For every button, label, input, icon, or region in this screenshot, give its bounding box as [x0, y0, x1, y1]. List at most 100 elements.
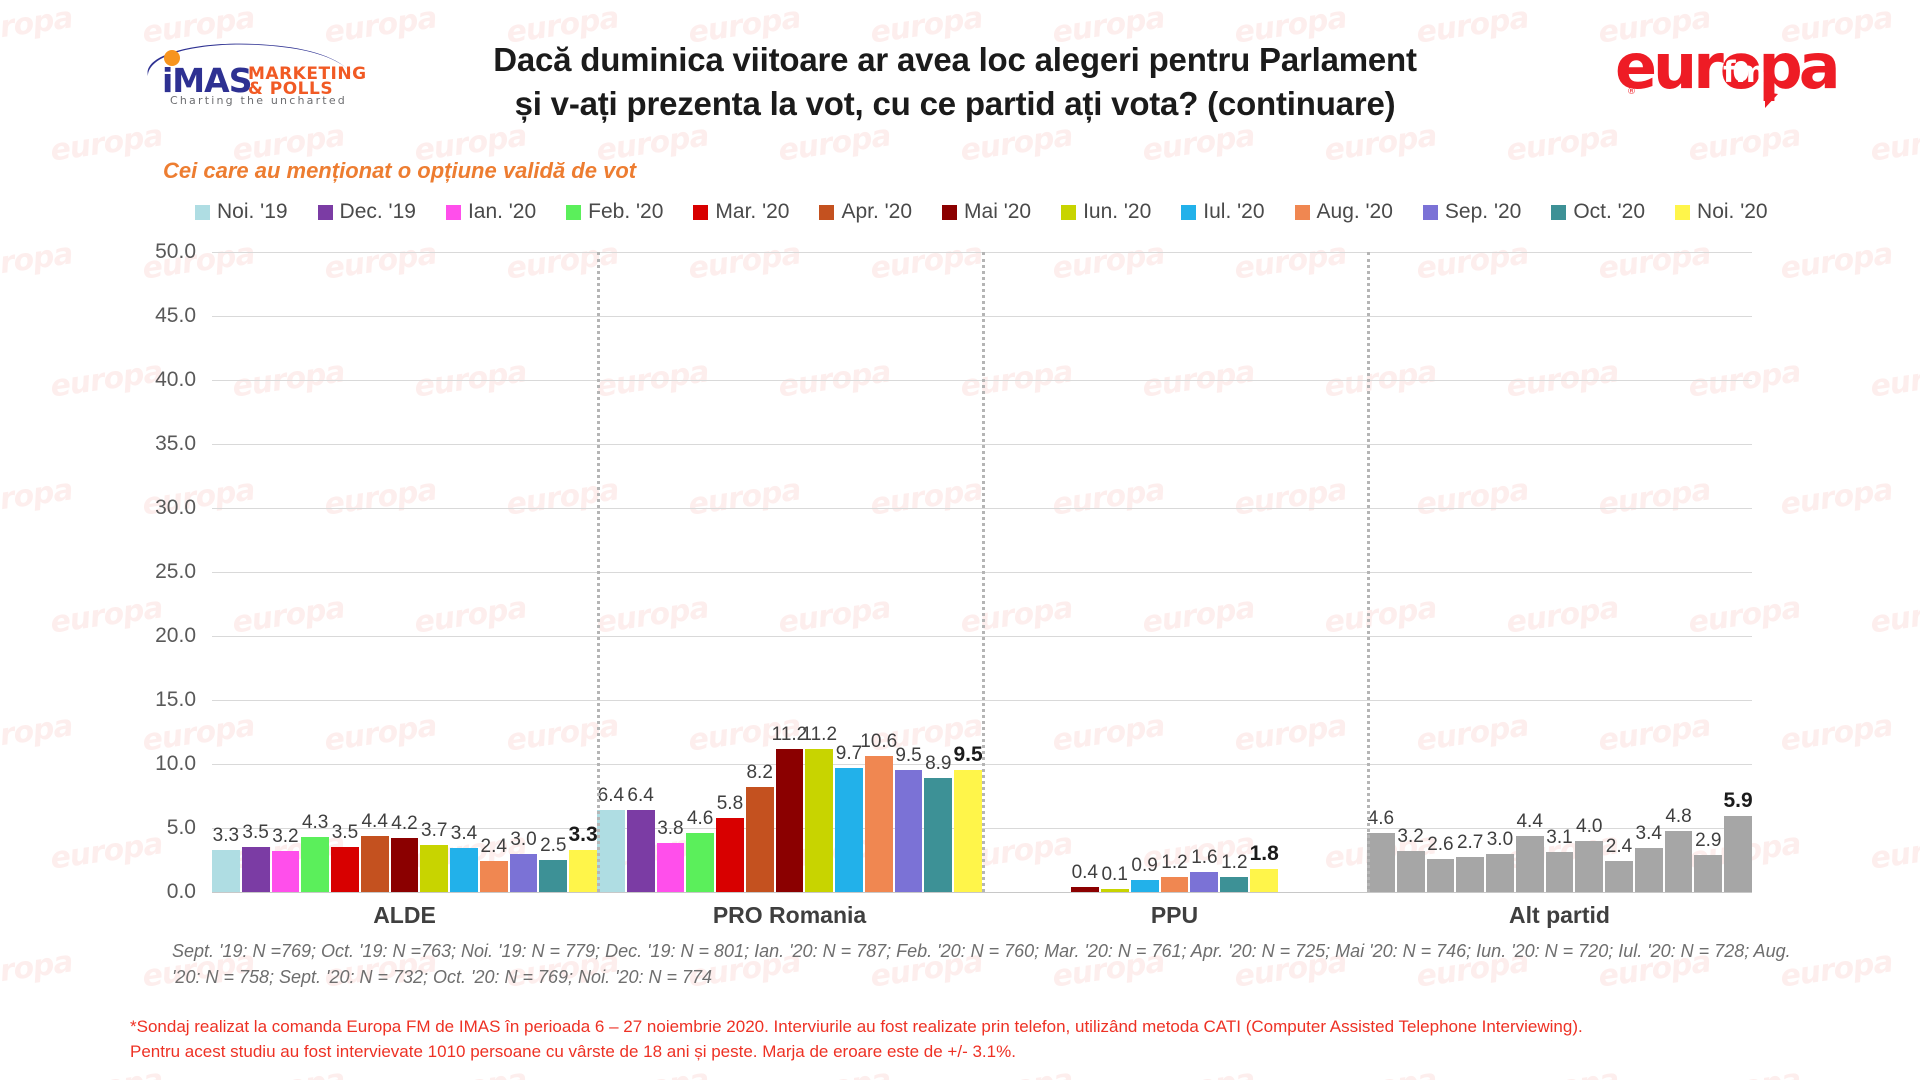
bar[interactable]: 6.4	[626, 252, 655, 892]
bar-rect	[954, 770, 982, 892]
bar[interactable]: 4.4	[360, 252, 389, 892]
bar[interactable]: 3.5	[241, 252, 270, 892]
disclaimer-line-2: Pentru acest studiu au fost intervievate…	[130, 1041, 1016, 1061]
bar[interactable]: 3.4	[450, 252, 478, 892]
bar-rect	[1694, 854, 1723, 892]
legend-item-oct-20[interactable]: Oct. '20	[1551, 200, 1645, 224]
bar[interactable]: 3.0	[509, 252, 538, 892]
bar[interactable]: 9.5	[894, 252, 923, 892]
watermark: europa	[1504, 1062, 1621, 1080]
bar[interactable]: 2.5	[539, 252, 568, 892]
y-axis-tick-label: 45.0	[155, 304, 196, 327]
bar[interactable]: 9.5	[953, 252, 983, 892]
bar[interactable]: 3.4	[1634, 252, 1663, 892]
bar-rect	[509, 853, 538, 892]
legend-swatch-icon	[445, 204, 461, 220]
bar-value-label: 4.0	[1576, 815, 1603, 837]
bar[interactable]: 2.7	[1456, 252, 1485, 892]
bar[interactable]: 4.2	[390, 252, 419, 892]
bar[interactable]: 1.8	[1250, 252, 1279, 892]
bar-value-label: 3.5	[242, 822, 269, 844]
bar[interactable]: 3.2	[271, 252, 300, 892]
legend-item-dec-19[interactable]: Dec. '19	[317, 200, 416, 224]
bar[interactable]: 3.8	[656, 252, 685, 892]
bar[interactable]: 8.9	[924, 252, 953, 892]
bar[interactable]: 4.0	[1575, 252, 1604, 892]
bar[interactable]: 2.9	[1694, 252, 1723, 892]
category-label-alde: ALDE	[373, 901, 436, 928]
legend-item-iun-20[interactable]: Iun. '20	[1061, 200, 1151, 224]
bar[interactable]: 3.0	[1486, 252, 1514, 892]
bar[interactable]: 0.4	[1070, 252, 1099, 892]
legend-item-aug-20[interactable]: Aug. '20	[1294, 200, 1393, 224]
bar[interactable]: 2.4	[479, 252, 508, 892]
legend-label: Iul. '20	[1203, 200, 1265, 223]
legend-item-feb-20[interactable]: Feb. '20	[566, 200, 663, 224]
bar-value-label: 2.4	[480, 836, 507, 858]
bar-rect	[1515, 835, 1544, 892]
legend-item-mar-20[interactable]: Mar. '20	[693, 200, 789, 224]
bar[interactable]: 3.7	[420, 252, 449, 892]
bar[interactable]: 3.1	[1545, 252, 1574, 892]
y-axis-tick-label: 20.0	[155, 624, 196, 647]
bar[interactable]: 2.6	[1426, 252, 1455, 892]
bar[interactable]: 5.8	[716, 252, 744, 892]
legend-swatch-icon	[1294, 204, 1310, 220]
watermark: europa	[1140, 1062, 1257, 1080]
bar[interactable]: 6.4	[597, 252, 625, 892]
bar-value-label: 11.2	[801, 723, 838, 745]
bar[interactable]: 1.6	[1190, 252, 1219, 892]
legend-swatch-icon	[1422, 204, 1438, 220]
bar[interactable]: 0.9	[1130, 252, 1159, 892]
bar-value-label: 2.5	[540, 835, 567, 856]
svg-text:iMAS: iMAS	[162, 61, 251, 100]
bar-rect	[479, 861, 508, 892]
legend-item-mai-20[interactable]: Mai '20	[942, 200, 1031, 224]
bar[interactable]: 4.3	[301, 252, 330, 892]
bar[interactable]: 8.2	[745, 252, 774, 892]
svg-text:MARKETING: MARKETING	[248, 64, 367, 84]
bar-group-alt-partid: 4.6 3.2 2.6 2.7 3.0 4.4 3.1 4.0 2.4 3.4 4.8 2.9 5.9	[1367, 252, 1753, 892]
bar-value-label: 9.5	[953, 743, 983, 767]
bar[interactable]: 3.2	[1396, 252, 1425, 892]
bar[interactable]: 1.2	[1220, 252, 1249, 892]
bar[interactable]: 4.6	[686, 252, 715, 892]
watermark: europa	[958, 1062, 1075, 1080]
bar[interactable]: 3.3	[212, 252, 240, 892]
bar-value-label: 3.0	[1486, 828, 1514, 850]
category-axis: ALDE PRO Romania PPU Alt partid	[212, 898, 1752, 932]
bar[interactable]: 0.1	[1100, 252, 1129, 892]
bar[interactable]: 10.6	[860, 252, 897, 892]
bar[interactable]: 3.5	[331, 252, 359, 892]
legend-item-sep-20[interactable]: Sep. '20	[1422, 200, 1521, 224]
legend-item-ian-20[interactable]: Ian. '20	[445, 200, 536, 224]
bar-value-label: 1.6	[1191, 846, 1218, 868]
bar[interactable]: 5.9	[1723, 252, 1753, 892]
bar[interactable]: 4.6	[1367, 252, 1395, 892]
bar-rect	[656, 843, 685, 892]
legend-label: Noi. '20	[1697, 200, 1768, 223]
bar-rect	[1545, 852, 1574, 892]
legend-item-noi-19[interactable]: Noi. '19	[195, 200, 288, 224]
legend-item-iul-20[interactable]: Iul. '20	[1181, 200, 1265, 224]
bar[interactable]: 9.7	[835, 252, 863, 892]
bar[interactable]: 3.3	[568, 252, 598, 892]
y-axis-tick-label: 50.0	[155, 240, 196, 263]
bar[interactable]: 11.2	[801, 252, 837, 892]
bar[interactable]: 1.2	[1160, 252, 1189, 892]
y-axis-tick-label: 5.0	[166, 816, 196, 839]
bar-value-label: 8.2	[746, 762, 773, 784]
legend-item-noi-20[interactable]: Noi. '20	[1675, 200, 1768, 224]
bar[interactable]: 2.4	[1605, 252, 1633, 892]
watermark: europa	[1868, 1062, 1920, 1080]
bar[interactable]: 4.8	[1664, 252, 1693, 892]
bar-value-label: 8.9	[925, 753, 952, 775]
bar-groups: 3.3 3.5 3.2 4.3 3.5 4.4 4.2 3.7 3.4 2.4 3.0 2.5 3.3 6…	[212, 252, 1753, 892]
y-axis-tick-label: 35.0	[155, 432, 196, 455]
bar-rect	[864, 756, 893, 892]
bar[interactable]: 11.2	[772, 252, 807, 892]
legend-item-apr-20[interactable]: Apr. '20	[819, 200, 912, 224]
legend-label: Aug. '20	[1316, 200, 1393, 223]
bar-rect	[1250, 868, 1279, 892]
bar[interactable]: 4.4	[1515, 252, 1544, 892]
